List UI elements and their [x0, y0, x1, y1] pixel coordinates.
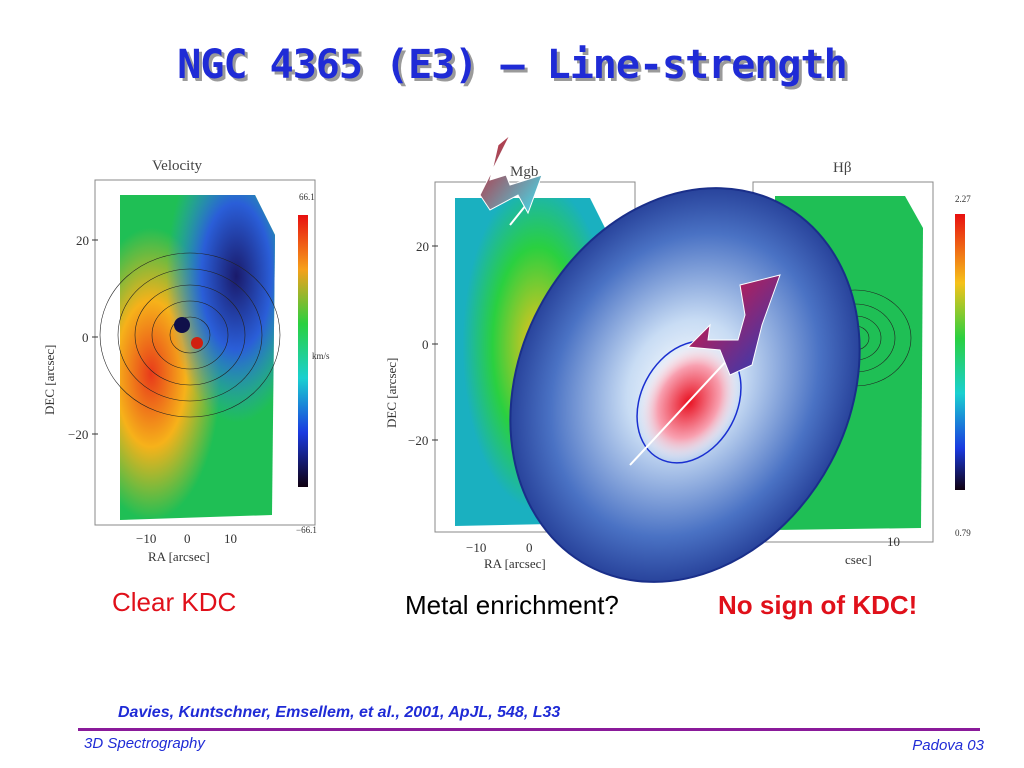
- hbeta-cbar-min: 0.79: [955, 528, 971, 538]
- velocity-xtick: 10: [224, 531, 237, 546]
- velocity-xlabel: RA [arcsec]: [148, 549, 210, 564]
- footer-divider: [78, 728, 980, 731]
- mgb-ylabel: DEC [arcsec]: [384, 358, 399, 428]
- velocity-xtick: 0: [184, 531, 191, 546]
- hbeta-xlabel-fragment: csec]: [845, 552, 872, 567]
- velocity-ylabel: DEC [arcsec]: [42, 345, 57, 415]
- hbeta-xtick: 10: [887, 534, 900, 549]
- slide-title: NGC 4365 (E3) – Line-strength: [177, 42, 847, 88]
- mgb-xlabel: RA [arcsec]: [484, 556, 546, 571]
- galaxy-illustration: [479, 135, 861, 583]
- mgb-xtick: −10: [466, 540, 486, 555]
- caption-no-kdc: No sign of KDC!: [718, 590, 918, 620]
- footer-right-text: Padova 03: [912, 737, 984, 754]
- hbeta-cbar-max: 2.27: [955, 194, 971, 204]
- mgb-ytick: 0: [422, 337, 429, 352]
- mgb-xtick: 0: [526, 540, 533, 555]
- velocity-cbar-min: −66.1: [296, 525, 317, 535]
- velocity-ytick: 0: [82, 330, 89, 345]
- mgb-ytick: −20: [408, 433, 428, 448]
- footer-left-text: 3D Spectrography: [84, 735, 205, 752]
- velocity-cbar-unit: km/s: [312, 351, 330, 361]
- velocity-ytick: 20: [76, 233, 89, 248]
- velocity-xtick: −10: [136, 531, 156, 546]
- velocity-ytick: −20: [68, 427, 88, 442]
- caption-clear-kdc: Clear KDC: [112, 587, 237, 617]
- velocity-cbar-max: 66.1: [299, 192, 315, 202]
- mgb-ytick: 20: [416, 239, 429, 254]
- caption-metal-enrichment: Metal enrichment?: [405, 590, 619, 620]
- mgb-panel-title: Mgb: [510, 164, 539, 180]
- velocity-map: 20 0 −20 −10 0 10 RA [arcsec] DEC [arcse…: [42, 179, 330, 564]
- velocity-panel-title: Velocity: [152, 158, 202, 174]
- reference-citation: Davies, Kuntschner, Emsellem, et al., 20…: [118, 704, 561, 721]
- hbeta-panel-title: Hβ: [833, 160, 852, 176]
